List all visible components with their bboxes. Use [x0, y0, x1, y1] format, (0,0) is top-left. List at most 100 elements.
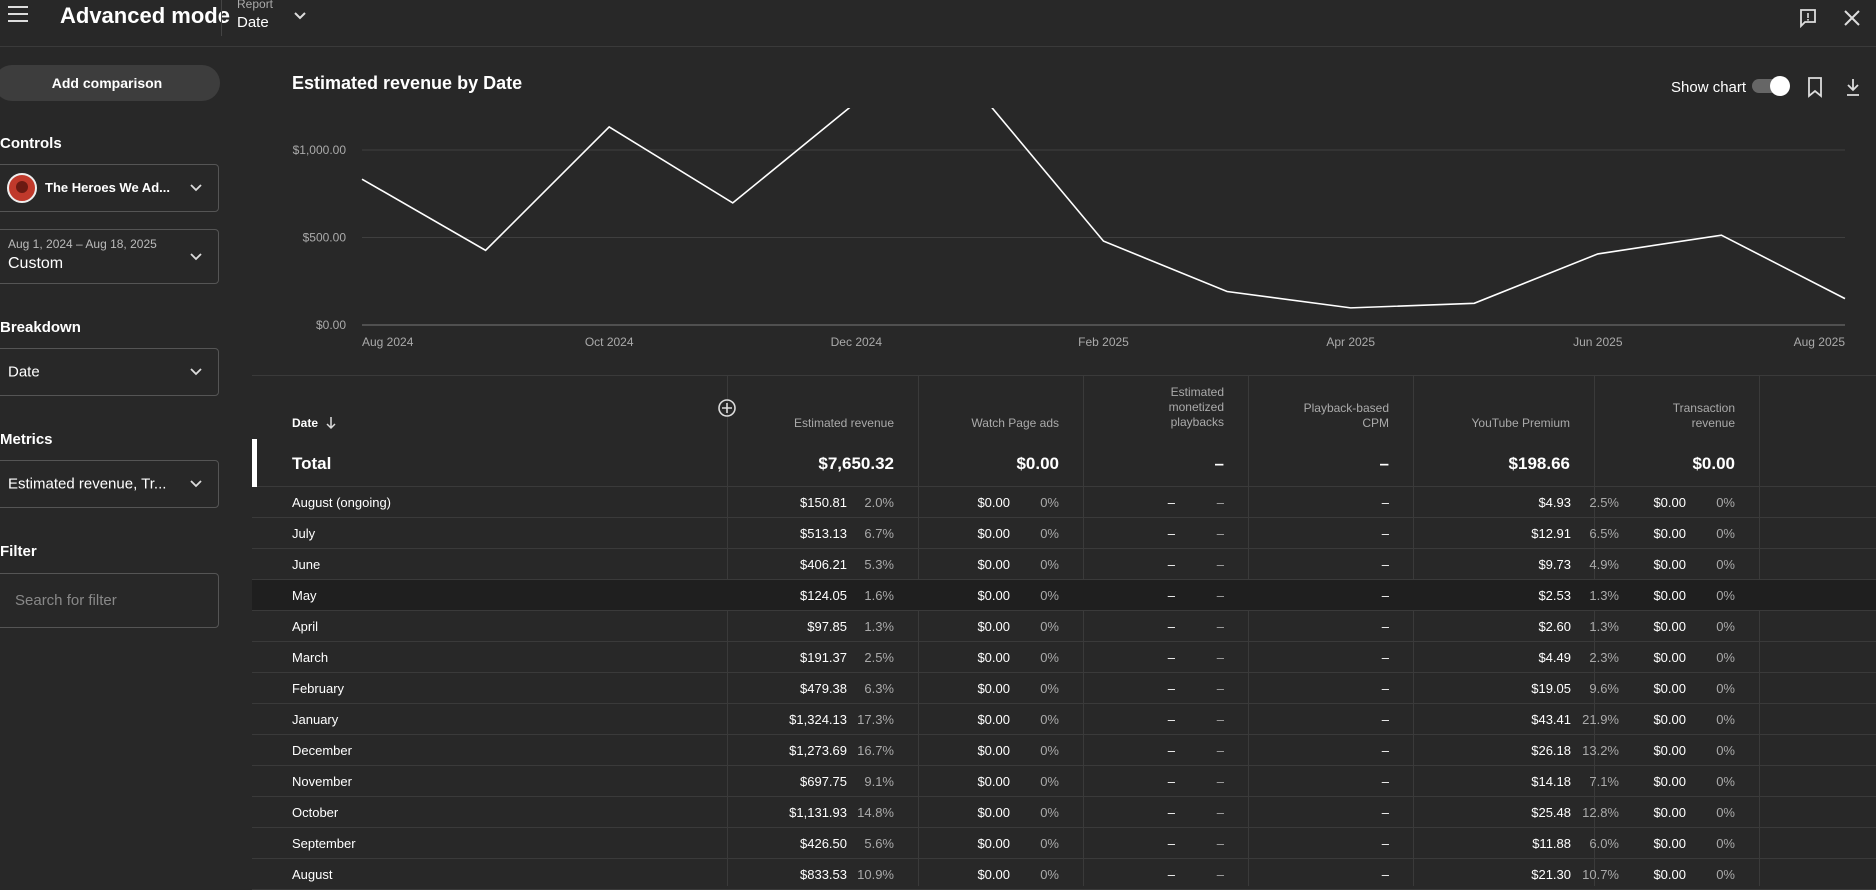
chevron-down-icon	[190, 184, 202, 192]
feedback-icon[interactable]	[1798, 8, 1818, 28]
breakdown-value: Date	[8, 363, 40, 381]
date-range-selector[interactable]: Aug 1, 2024 – Aug 18, 2025 Custom	[0, 229, 219, 284]
row-watch-page-ads: $0.00	[977, 557, 1010, 572]
row-transaction-revenue: $0.00	[1653, 495, 1686, 510]
row-monetized-playbacks-pct: –	[1216, 495, 1224, 510]
show-chart-toggle[interactable]	[1752, 76, 1790, 96]
table-row[interactable]: November $697.75 9.1% $0.00 0% – – – $14.18 7.1% $…	[252, 766, 1876, 797]
row-watch-page-ads-pct: 0%	[1040, 588, 1059, 603]
row-monetized-playbacks: –	[1167, 650, 1175, 665]
row-estimated-revenue: $97.85	[807, 619, 847, 634]
row-estimated-revenue: $124.05	[800, 588, 847, 603]
table-row[interactable]: May $124.05 1.6% $0.00 0% – – – $2.53 1.3% $0.00 0%	[252, 580, 1876, 611]
row-youtube-premium: $19.05	[1531, 681, 1571, 696]
breakdown-selector[interactable]: Date	[0, 348, 219, 396]
row-youtube-premium: $26.18	[1531, 743, 1571, 758]
row-watch-page-ads: $0.00	[977, 681, 1010, 696]
show-chart-label: Show chart	[1671, 79, 1747, 96]
table-row[interactable]: April $97.85 1.3% $0.00 0% – – – $2.60 1.3% $0.00 0…	[252, 611, 1876, 642]
row-youtube-premium: $4.93	[1538, 495, 1571, 510]
row-watch-page-ads-pct: 0%	[1040, 712, 1059, 727]
add-column-icon[interactable]	[717, 398, 737, 418]
filter-search-input[interactable]	[0, 573, 219, 628]
row-watch-page-ads-pct: 0%	[1040, 805, 1059, 820]
report-label: Report	[237, 0, 274, 11]
row-youtube-premium-pct: 21.9%	[1582, 712, 1619, 727]
row-youtube-premium: $2.60	[1538, 619, 1571, 634]
row-transaction-revenue: $0.00	[1653, 557, 1686, 572]
date-range-text: Aug 1, 2024 – Aug 18, 2025	[8, 237, 157, 251]
row-monetized-playbacks-pct: –	[1216, 619, 1224, 634]
row-transaction-revenue: $0.00	[1653, 619, 1686, 634]
row-playback-cpm: –	[1381, 712, 1389, 727]
table-row[interactable]: December $1,273.69 16.7% $0.00 0% – – – $26.18 13…	[252, 735, 1876, 766]
row-youtube-premium-pct: 13.2%	[1582, 743, 1619, 758]
report-selector[interactable]: Date	[237, 14, 269, 31]
row-transaction-revenue: $0.00	[1653, 526, 1686, 541]
row-youtube-premium: $4.49	[1538, 650, 1571, 665]
header-line: Estimated	[1170, 385, 1224, 399]
header-line: revenue	[1691, 416, 1735, 430]
column-header-transaction-revenue[interactable]: Transaction revenue	[1606, 401, 1735, 431]
channel-selector[interactable]: The Heroes We Ad...	[0, 164, 219, 212]
table-row[interactable]: October $1,131.93 14.8% $0.00 0% – – – $25.48 12.…	[252, 797, 1876, 828]
row-youtube-premium-pct: 6.5%	[1589, 526, 1619, 541]
row-playback-cpm: –	[1381, 774, 1389, 789]
row-watch-page-ads: $0.00	[977, 774, 1010, 789]
row-estimated-revenue-pct: 10.9%	[857, 867, 894, 882]
column-header-estimated-revenue[interactable]: Estimated revenue	[793, 416, 894, 430]
add-comparison-button[interactable]: Add comparison	[0, 65, 220, 101]
bookmark-icon[interactable]	[1806, 76, 1824, 98]
row-transaction-revenue: $0.00	[1653, 743, 1686, 758]
row-playback-cpm: –	[1381, 650, 1389, 665]
row-monetized-playbacks: –	[1167, 557, 1175, 572]
row-monetized-playbacks: –	[1167, 619, 1175, 634]
row-playback-cpm: –	[1381, 805, 1389, 820]
row-youtube-premium: $9.73	[1538, 557, 1571, 572]
row-estimated-revenue-pct: 6.7%	[864, 526, 894, 541]
row-watch-page-ads-pct: 0%	[1040, 619, 1059, 634]
table-row[interactable]: August $833.53 10.9% $0.00 0% – – – $21.30 10.7% $…	[252, 859, 1876, 890]
row-estimated-revenue: $833.53	[800, 867, 847, 882]
column-header-watch-page-ads[interactable]: Watch Page ads	[971, 416, 1059, 430]
table-top-border	[252, 375, 1876, 376]
row-transaction-revenue-pct: 0%	[1716, 805, 1735, 820]
table-row[interactable]: March $191.37 2.5% $0.00 0% – – – $4.49 2.3% $0.00…	[252, 642, 1876, 673]
chevron-down-icon[interactable]	[292, 10, 308, 22]
close-icon[interactable]	[1842, 8, 1862, 28]
download-icon[interactable]	[1844, 76, 1862, 98]
row-watch-page-ads: $0.00	[977, 836, 1010, 851]
row-transaction-revenue-pct: 0%	[1716, 619, 1735, 634]
row-watch-page-ads-pct: 0%	[1040, 495, 1059, 510]
row-transaction-revenue-pct: 0%	[1716, 495, 1735, 510]
row-date: July	[292, 526, 316, 541]
column-header-date[interactable]: Date	[292, 416, 319, 430]
sort-arrow-icon[interactable]	[325, 416, 337, 430]
table-row[interactable]: February $479.38 6.3% $0.00 0% – – – $19.05 9.6% $…	[252, 673, 1876, 704]
table-row[interactable]: January $1,324.13 17.3% $0.00 0% – – – $43.41 21.…	[252, 704, 1876, 735]
table-row[interactable]: August (ongoing) $150.81 2.0% $0.00 0% – – – $4.…	[252, 487, 1876, 518]
x-tick-label: Oct 2024	[585, 335, 634, 349]
row-estimated-revenue-pct: 5.6%	[864, 836, 894, 851]
table-row[interactable]: June $406.21 5.3% $0.00 0% – – – $9.73 4.9% $0.00 0…	[252, 549, 1876, 580]
row-monetized-playbacks-pct: –	[1216, 712, 1224, 727]
y-tick-label: $1,000.00	[293, 143, 347, 157]
metrics-selector[interactable]: Estimated revenue, Tr...	[0, 460, 219, 508]
column-header-monetized-playbacks[interactable]: Estimated monetized playbacks	[1095, 385, 1224, 430]
revenue-line-chart: $0.00 $500.00 $1,000.00 Aug 2024 Oct 2024 Dec…	[293, 108, 1846, 349]
row-estimated-revenue-pct: 2.5%	[864, 650, 894, 665]
table-row[interactable]: September $426.50 5.6% $0.00 0% – – – $11.88 6.0%…	[252, 828, 1876, 859]
row-transaction-revenue-pct: 0%	[1716, 557, 1735, 572]
row-youtube-premium: $21.30	[1531, 867, 1571, 882]
column-header-playback-cpm[interactable]: Playback-based CPM	[1260, 401, 1389, 431]
x-tick-label: Jun 2025	[1573, 335, 1623, 349]
row-estimated-revenue: $406.21	[800, 557, 847, 572]
row-transaction-revenue-pct: 0%	[1716, 836, 1735, 851]
x-tick-label: Apr 2025	[1326, 335, 1375, 349]
column-header-youtube-premium[interactable]: YouTube Premium	[1471, 416, 1571, 430]
menu-icon[interactable]	[8, 6, 28, 22]
row-date: October	[292, 805, 339, 820]
table-row[interactable]: July $513.13 6.7% $0.00 0% – – – $12.91 6.5% $0.00…	[252, 518, 1876, 549]
chevron-down-icon	[190, 252, 202, 260]
row-monetized-playbacks-pct: –	[1216, 867, 1224, 882]
